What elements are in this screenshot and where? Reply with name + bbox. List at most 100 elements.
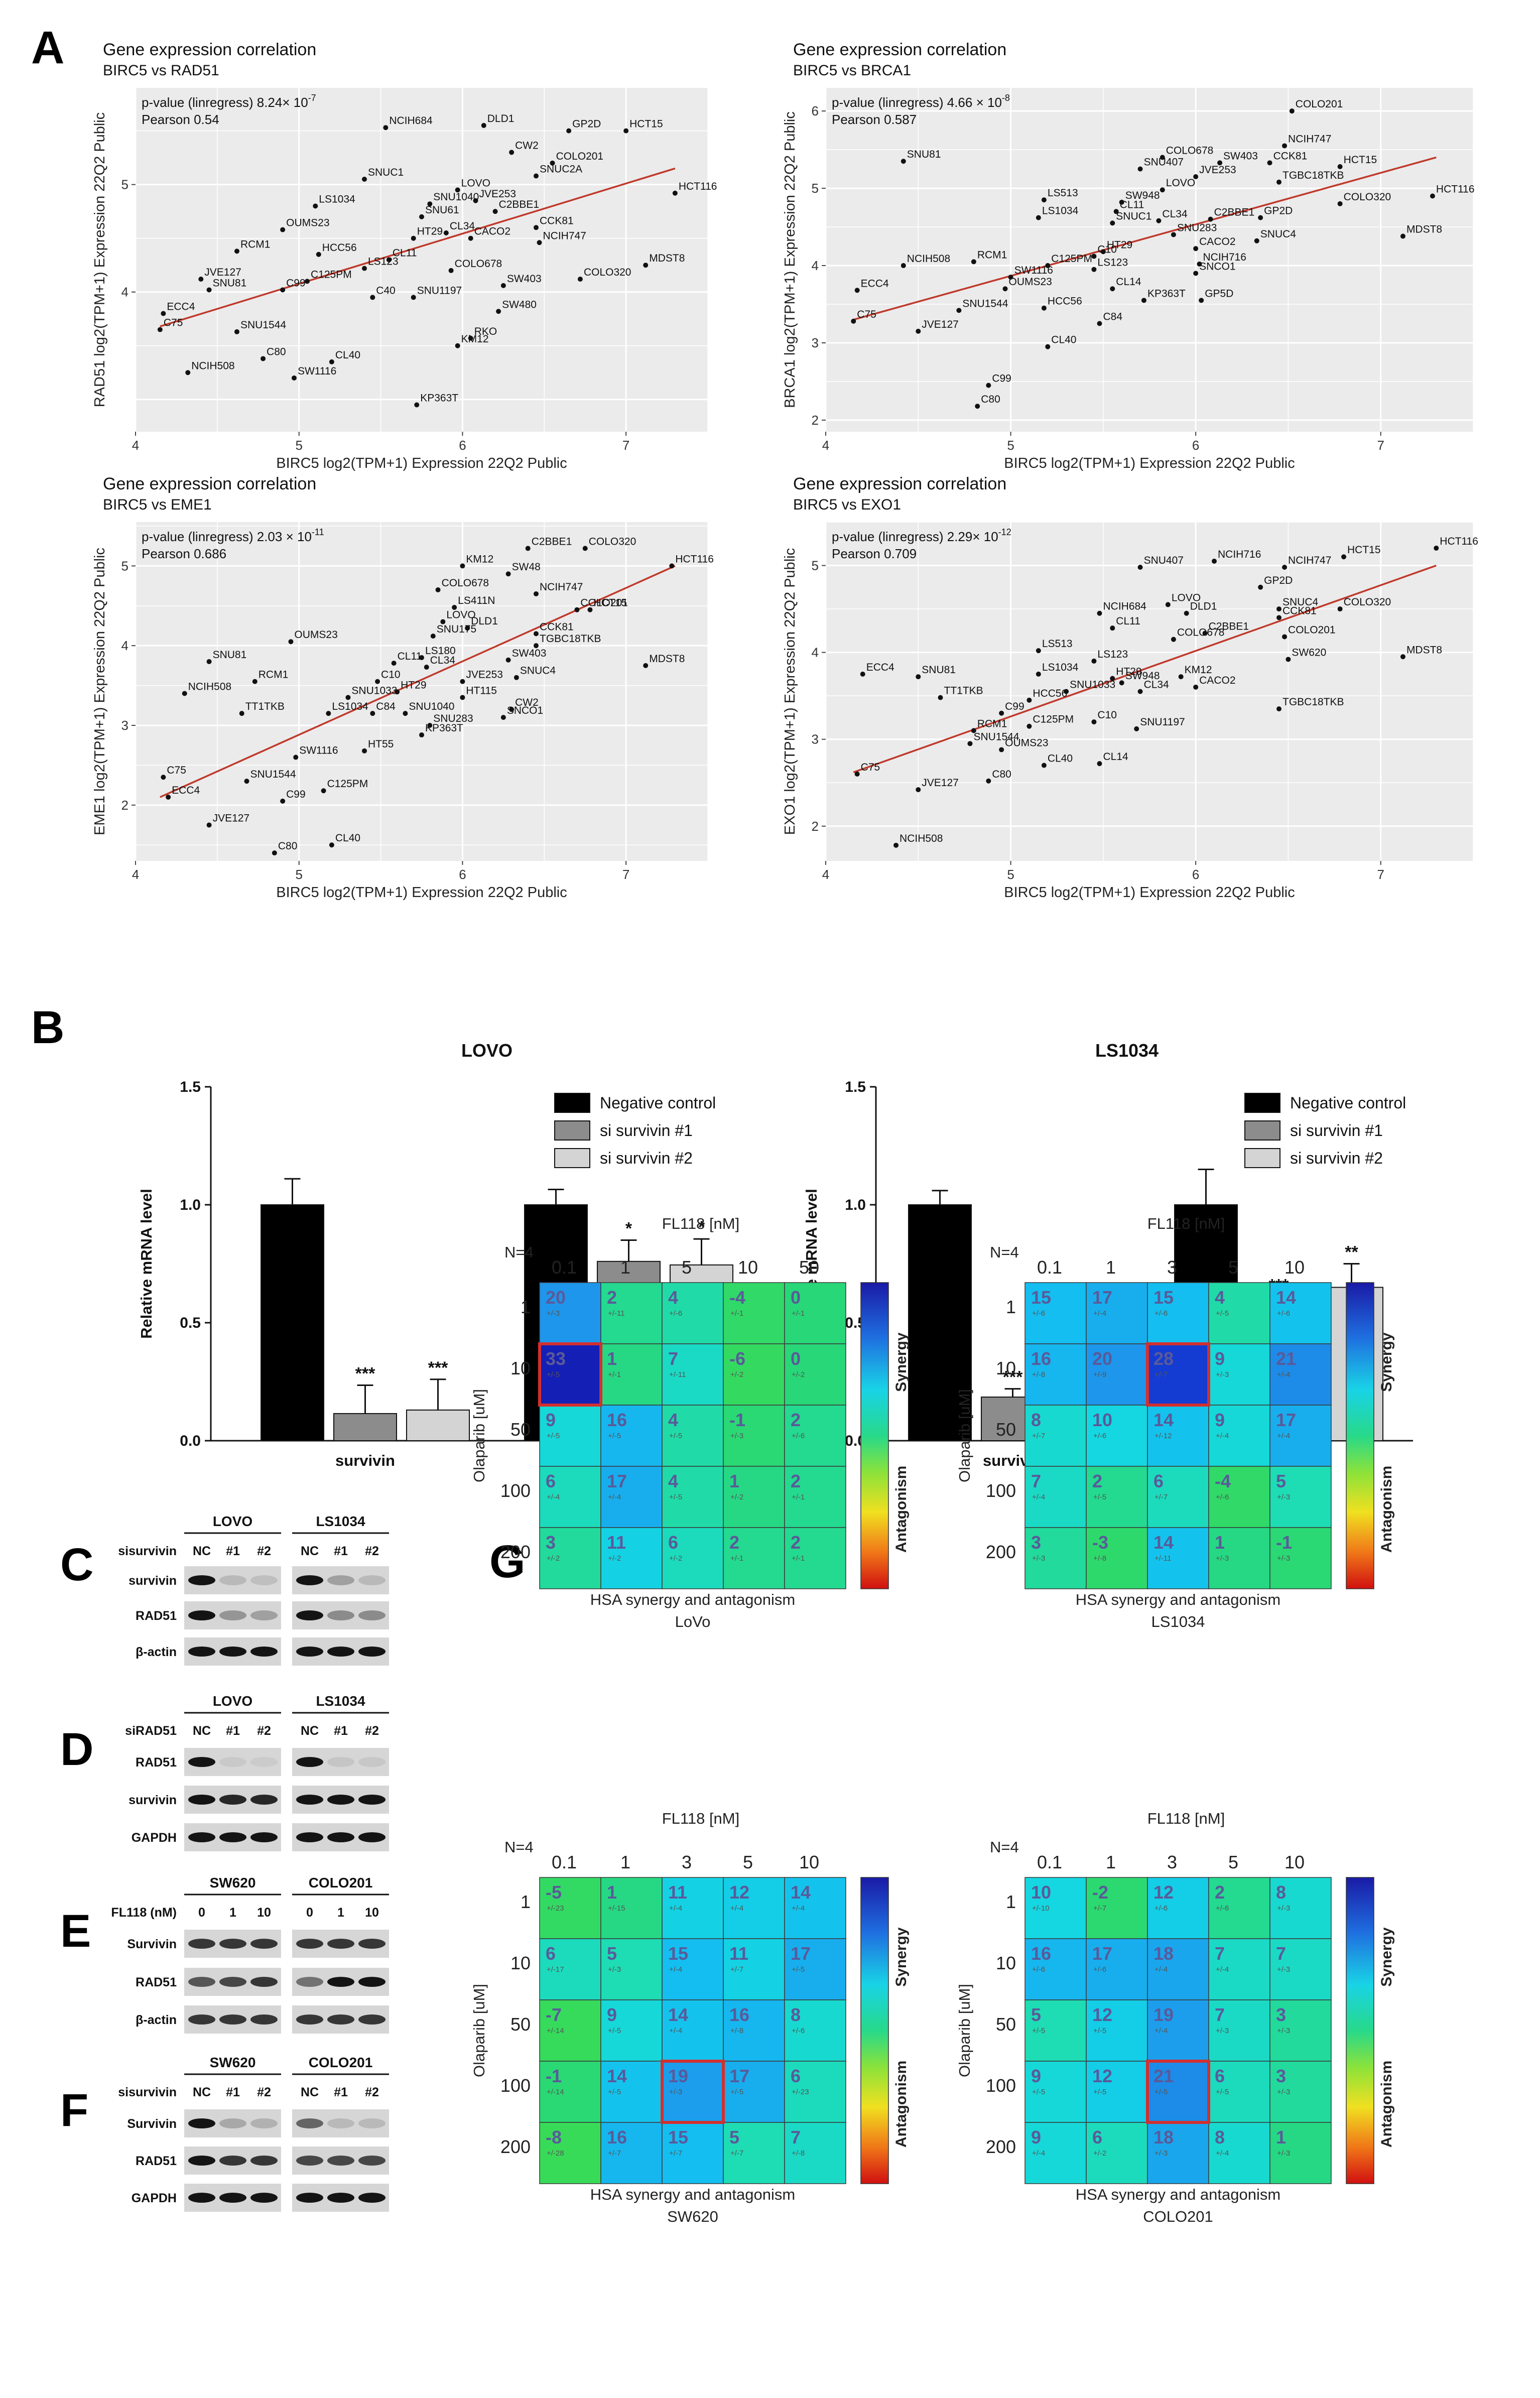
blot-band <box>296 1610 323 1620</box>
point-label: HCC56 <box>322 242 357 254</box>
point-label: GP2D <box>1264 205 1293 217</box>
regression-line <box>853 156 1437 321</box>
heatmap-cell <box>1208 1282 1270 1344</box>
point-label: SNU1033 <box>351 685 397 696</box>
point-label: CW2 <box>515 140 539 151</box>
heatmap-cell <box>600 1938 663 2000</box>
blot-band <box>358 1939 386 1949</box>
heatmap-cell <box>662 1527 724 1589</box>
point-label: ECC4 <box>172 785 200 796</box>
y-tick-label: 1.0 <box>180 1197 201 1213</box>
heatmap-cell <box>723 1466 785 1528</box>
heatmap-cell <box>539 2122 601 2184</box>
scatter-point <box>419 732 424 738</box>
scatter-point <box>1091 719 1097 725</box>
cell-sd: +/-4 <box>669 1904 682 1913</box>
heatmap-cell <box>784 1877 846 1939</box>
heatmap-caption: HSA synergy and antagonism <box>590 1591 795 1608</box>
heatmap-x-title: FL118 [nM] <box>662 1810 740 1827</box>
lane-label: NC <box>301 1724 319 1738</box>
blot-band <box>358 1832 386 1842</box>
bar <box>333 1413 397 1441</box>
cell-value: 10 <box>1031 1882 1051 1903</box>
scatter-point <box>496 309 501 314</box>
n-label: N=4 <box>990 1243 1019 1261</box>
cell-value: 16 <box>607 2127 627 2148</box>
cell-sd: +/-4 <box>1154 1965 1168 1974</box>
point-label: CCK81 <box>540 215 574 226</box>
scatter-point <box>967 741 973 746</box>
blot-band <box>250 1757 278 1767</box>
scatter-point <box>1041 197 1047 203</box>
scatter-point <box>534 591 539 596</box>
scatter-point <box>234 329 239 334</box>
scatter-point <box>161 775 166 780</box>
point-label: SW403 <box>1223 150 1258 162</box>
cell-value: 4 <box>668 1410 678 1430</box>
point-label: CL11 <box>398 651 422 662</box>
heatmap-y-tick: 10 <box>996 1358 1016 1378</box>
point-label: KM12 <box>461 333 489 345</box>
y-axis-label: EME1 log2(TPM+1) Expression 22Q2 Public <box>92 548 108 835</box>
scatter-point <box>411 295 416 300</box>
cell-sd: +/-5 <box>1154 2088 1168 2096</box>
panel-label-d: D <box>60 1724 93 1775</box>
cell-value: 18 <box>1153 2127 1174 2148</box>
cell-sd: +/-3 <box>608 1965 621 1974</box>
blot-band <box>250 1610 278 1620</box>
cell-line-label: LOVO <box>213 1693 252 1709</box>
point-label: GP5D <box>1205 288 1233 299</box>
lane-label: #1 <box>334 1544 348 1558</box>
point-label: C99 <box>1005 701 1024 712</box>
point-label: GP2D <box>1264 575 1293 586</box>
cell-value: -3 <box>1092 1532 1108 1553</box>
blot-band <box>188 2014 215 2025</box>
cell-sd: +/-4 <box>547 1493 560 1501</box>
cell-line-caption: LS1034 <box>1151 1613 1205 1630</box>
y-tick-label: 4 <box>812 645 819 660</box>
point-label: SNCO1 <box>1199 261 1235 272</box>
x-tick-label: 5 <box>1007 438 1014 453</box>
scatter-point <box>1141 298 1146 303</box>
point-label: HT29 <box>1107 239 1132 250</box>
y-tick-label: 3 <box>121 718 129 733</box>
point-label: SW480 <box>502 299 537 310</box>
point-label: TGBC18TKB <box>1282 170 1344 181</box>
scatter-point <box>509 707 515 712</box>
cell-sd: +/-5 <box>1032 2088 1045 2096</box>
heatmap-cell <box>1147 1466 1209 1528</box>
scatter-point <box>206 659 212 664</box>
cell-value: 19 <box>668 2066 688 2086</box>
cell-line-label: SW620 <box>210 2055 256 2070</box>
cell-value: 14 <box>1153 1532 1174 1553</box>
scatter-point <box>999 747 1004 752</box>
heatmap-cell <box>1086 1938 1148 2000</box>
legend-label: si survivin #2 <box>600 1149 693 1167</box>
scatter-point <box>386 257 392 263</box>
point-label: SNU81 <box>922 664 956 676</box>
scatter-point <box>411 235 416 241</box>
x-tick-label: 4 <box>132 867 139 882</box>
point-label: HCC56 <box>1048 296 1082 307</box>
scatter-point <box>1267 160 1272 166</box>
scatter-point <box>505 571 511 577</box>
heatmap-y-tick: 100 <box>986 1480 1016 1501</box>
cell-value: 6 <box>791 2066 801 2086</box>
heatmap-x-tick: 0.1 <box>552 1257 577 1278</box>
heatmap-cell <box>1024 1938 1087 2000</box>
heatmap-cell <box>600 1405 663 1467</box>
heatmap-cell <box>662 1343 724 1406</box>
scatter-point <box>1091 267 1097 272</box>
cell-sd: +/-12 <box>1154 1432 1172 1440</box>
cell-value: 28 <box>1153 1348 1174 1369</box>
colorbar-top-label: Synergy <box>893 1927 910 1987</box>
scatter-point <box>316 251 321 257</box>
heatmap-cell <box>723 1938 785 2000</box>
point-label: CL34 <box>430 655 456 666</box>
cell-sd: +/-6 <box>1154 1309 1168 1318</box>
point-label: SW1116 <box>298 365 336 377</box>
scatter-point <box>166 794 171 800</box>
blot-band <box>358 1757 386 1767</box>
scatter-point <box>1091 658 1097 664</box>
heatmap-x-tick: 1 <box>1106 1852 1116 1872</box>
